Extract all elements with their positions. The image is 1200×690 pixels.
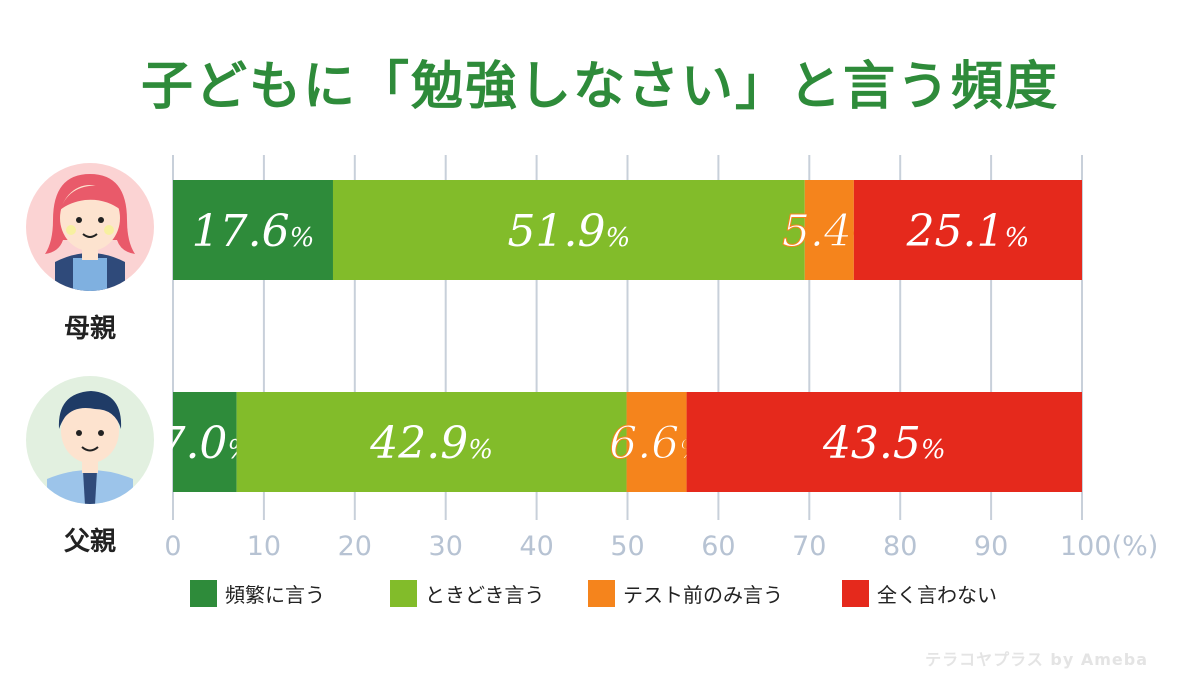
x-tick-label: 0 — [164, 531, 181, 562]
bar-segment — [804, 180, 854, 280]
x-tick-label: 100(%) — [1060, 531, 1158, 562]
data-label: 25.1% — [906, 206, 1030, 257]
x-tick-label: 70 — [792, 531, 826, 562]
mother-avatar-icon — [26, 163, 154, 291]
data-label: 42.9% — [369, 418, 493, 469]
chart-legend: 頻繁に言う ときどき言う テスト前のみ言う 全く言わない — [190, 579, 1050, 609]
category-label-mother: 母親 — [63, 314, 116, 344]
legend-swatch — [588, 580, 615, 607]
legend-label: 頻繁に言う — [225, 583, 325, 607]
bar-segment — [332, 180, 805, 280]
category-label-father: 父親 — [63, 527, 116, 557]
legend-swatch — [842, 580, 869, 607]
legend-item-sometimes: ときどき言う — [390, 579, 544, 608]
bar-segment — [686, 392, 1082, 492]
x-tick-label: 80 — [883, 531, 917, 562]
legend-label: ときどき言う — [425, 583, 545, 607]
x-tick-label: 60 — [701, 531, 735, 562]
father-avatar-icon — [26, 376, 154, 504]
legend-item-never: 全く言わない — [842, 579, 997, 608]
x-tick-label: 10 — [247, 531, 281, 562]
chart-title: 子どもに「勉強しなさい」と言う頻度 — [140, 57, 1059, 117]
legend-item-frequent: 頻繁に言う — [190, 579, 325, 608]
x-tick-label: 20 — [338, 531, 372, 562]
bar-segment — [236, 392, 627, 492]
x-tick-label: 90 — [974, 531, 1008, 562]
data-label: 51.9% — [508, 206, 631, 257]
x-tick-label: 50 — [610, 531, 644, 562]
legend-label: 全く言わない — [877, 583, 997, 607]
bar-segment — [626, 392, 687, 492]
legend-swatch — [190, 580, 217, 607]
x-tick-label: 30 — [429, 531, 463, 562]
legend-swatch — [390, 580, 417, 607]
data-label: 43.5% — [822, 418, 946, 469]
bar-segment — [853, 180, 1082, 280]
bar-segment — [173, 180, 333, 280]
watermark-logo: テラコヤプラス by Ameba — [925, 650, 1148, 669]
x-tick-label: 40 — [519, 531, 553, 562]
bar-segment — [173, 392, 237, 492]
data-label: 17.6% — [192, 206, 315, 257]
legend-item-before-test: テスト前のみ言う — [588, 579, 783, 608]
legend-label: テスト前のみ言う — [623, 583, 783, 607]
